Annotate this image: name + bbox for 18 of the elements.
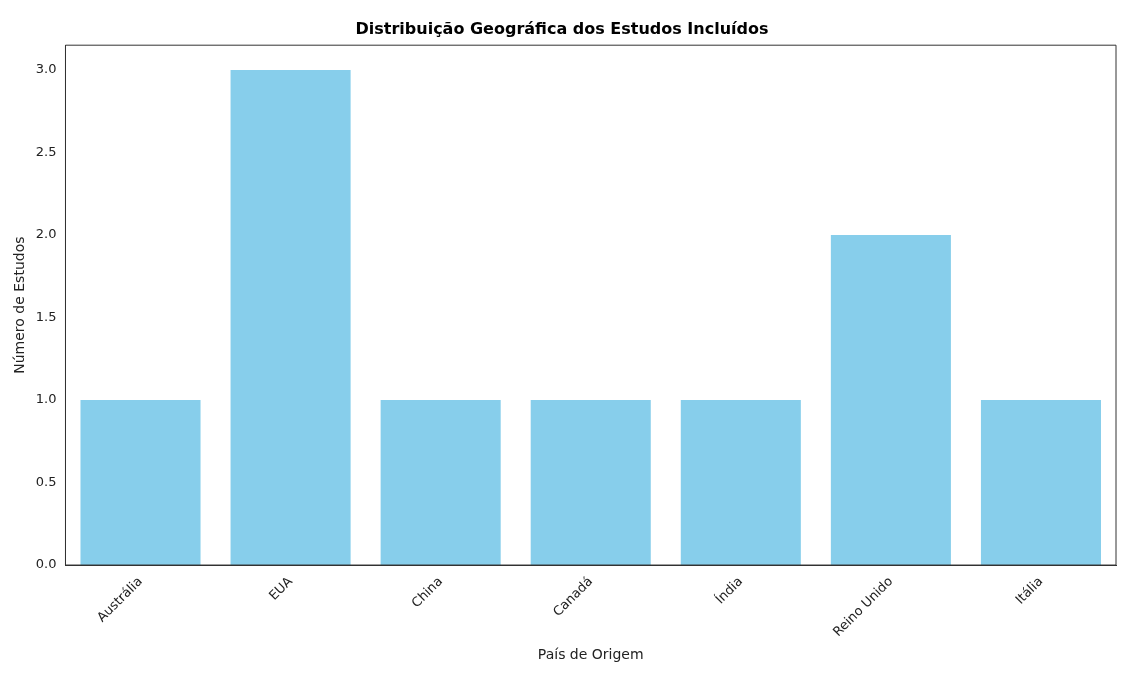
bar bbox=[380, 400, 501, 566]
y-axis-title: Número de Estudos bbox=[11, 236, 28, 374]
x-tick-label: EUA bbox=[265, 573, 296, 603]
bar bbox=[80, 400, 201, 566]
y-tick-label: 2.5 bbox=[35, 143, 57, 159]
chart-title: Distribuição Geográfica dos Estudos Incluídos bbox=[355, 18, 769, 38]
y-tick-label: 1.0 bbox=[35, 391, 57, 407]
bar bbox=[230, 69, 351, 566]
y-tick-label: 0.0 bbox=[35, 556, 57, 572]
y-tick-label: 0.5 bbox=[35, 473, 57, 489]
bar bbox=[830, 234, 951, 566]
bar bbox=[530, 400, 651, 566]
bar bbox=[680, 400, 801, 566]
y-tick-label: 2.0 bbox=[35, 226, 57, 242]
y-tick-label: 3.0 bbox=[35, 61, 57, 77]
x-axis-title: País de Origem bbox=[537, 646, 644, 663]
y-tick-label: 1.5 bbox=[35, 308, 57, 324]
bar bbox=[980, 400, 1101, 566]
